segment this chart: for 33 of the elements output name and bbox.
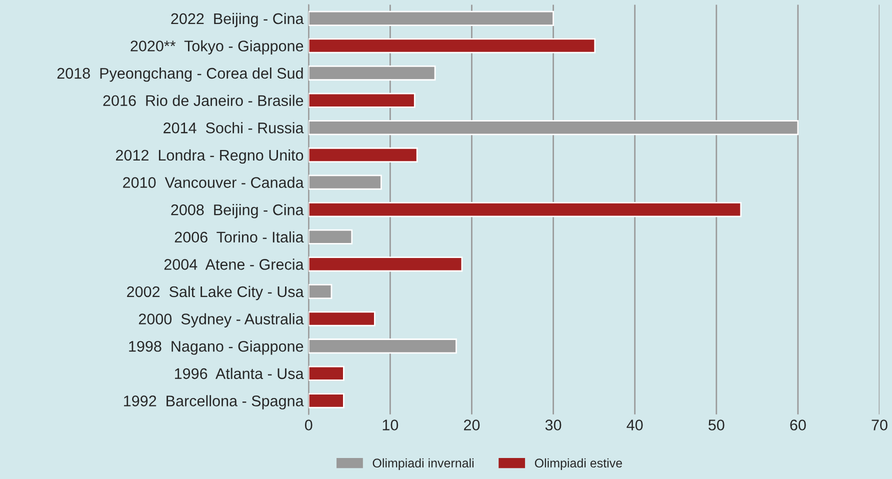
y-tick-label: 2004 Atene - Grecia [164,258,304,270]
y-tick-label: 2014 Sochi - Russia [164,122,304,134]
legend-label: Olimpiadi estive [534,458,622,470]
y-tick-label: 2018 Pyeongchang - Corea del Sud [57,68,303,82]
y-tick-label: 1996 Atlanta - Usa [175,368,304,380]
x-tick-label: 30 [545,420,562,430]
x-tick-label: 40 [626,420,643,430]
bar [308,38,596,54]
x-tick-label: 20 [464,420,480,430]
x-tick-label: 70 [872,420,888,430]
bar [308,393,344,408]
y-tick-label: 2006 Torino - Italia [174,231,304,243]
y-tick-label: 2016 Rio de Janeiro - Brasile [103,94,304,106]
x-tick-label: 10 [382,420,398,430]
legend-label: Olimpiadi invernali [372,458,474,470]
bar [308,311,376,326]
y-tick-label: 2012 Londra - Regno Unito [116,149,304,164]
bar [308,147,418,162]
y-tick-label: 1998 Nagano - Giappone [129,340,304,355]
y-tick-label: 1992 Barcellona - Spagna [124,395,304,410]
y-tick-label: 2020** Tokyo - Giappone [130,40,304,54]
y-tick-label: 2008 Beijing - Cina [171,204,304,218]
x-tick-label: 50 [708,420,724,430]
bar [308,202,742,218]
bar [308,366,344,381]
y-tick-label: 2002 Salt Lake City - Usa [127,286,304,300]
bar [308,256,463,272]
y-tick-label: 2022 Beijing - Cina [171,12,304,28]
y-tick-label: 2000 Sydney - Australia [138,313,304,328]
y-tick-label: 2010 Vancouver - Canada [123,176,304,188]
x-tick-label: 60 [790,420,806,430]
x-tick-label: 0 [304,420,312,430]
bar [308,92,416,108]
